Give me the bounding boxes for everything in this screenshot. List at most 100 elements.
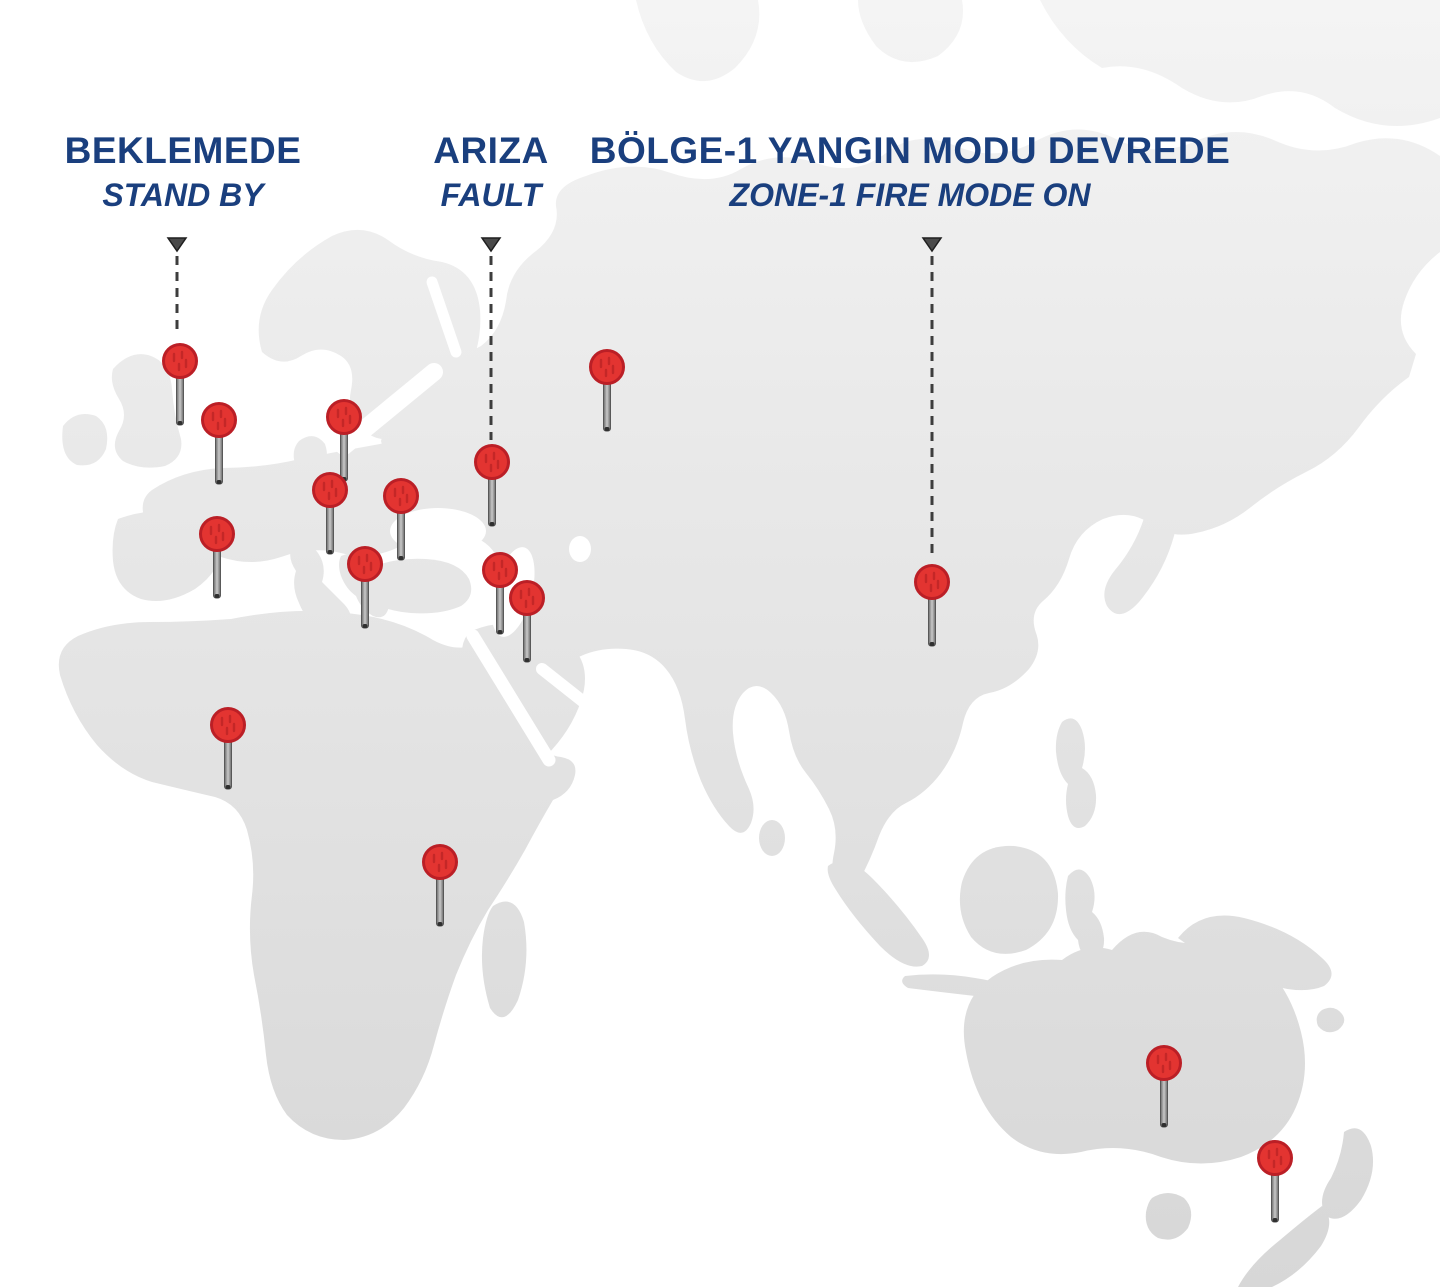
map-pin-central-europe[interactable] bbox=[312, 472, 348, 555]
pin-head bbox=[201, 402, 237, 438]
legend-standby: BEKLEMEDE STAND BY bbox=[65, 130, 302, 213]
pin-head-texture bbox=[336, 406, 352, 428]
map-pin-united-kingdom[interactable] bbox=[162, 343, 198, 426]
pin-stick-tip bbox=[524, 658, 530, 662]
pin-head bbox=[326, 399, 362, 435]
pin-head-texture bbox=[484, 451, 500, 473]
map-pin-east-africa[interactable] bbox=[422, 844, 458, 927]
legend-fault-title: ARIZA bbox=[433, 130, 549, 171]
pin-head bbox=[914, 564, 950, 600]
map-pin-black-sea[interactable] bbox=[383, 478, 419, 561]
pin-head-texture bbox=[211, 409, 227, 431]
pointer-triangle-icon bbox=[480, 237, 502, 253]
landmass-great-britain bbox=[111, 354, 182, 468]
landmass-madagascar bbox=[481, 901, 527, 1018]
map-pin-west-africa[interactable] bbox=[210, 707, 246, 790]
landmass-new-guinea bbox=[1178, 915, 1332, 991]
landmass-arctic-island-1 bbox=[636, 0, 760, 82]
legend-standby-title: BEKLEMEDE bbox=[64, 130, 302, 171]
landmass-sumatra bbox=[827, 861, 929, 967]
landmass-sri-lanka bbox=[759, 820, 785, 856]
map-pin-new-zealand[interactable] bbox=[1257, 1140, 1293, 1223]
pin-head-texture bbox=[357, 553, 373, 575]
map-pin-volga-russia[interactable] bbox=[474, 444, 510, 527]
landmass-arctic-northeast bbox=[1040, 0, 1440, 126]
pointer-triangle-icon bbox=[921, 237, 943, 253]
landmass-nz-north-island bbox=[1322, 1128, 1374, 1219]
map-pin-china[interactable] bbox=[914, 564, 950, 647]
legend-fault-subtitle: FAULT bbox=[440, 176, 542, 213]
pin-stick-tip bbox=[327, 550, 333, 554]
pin-stick-tip bbox=[214, 594, 220, 598]
pin-stick-tip bbox=[497, 630, 503, 634]
sea-black-sea bbox=[390, 508, 486, 554]
pin-head bbox=[383, 478, 419, 514]
pin-head-texture bbox=[393, 485, 409, 507]
map-pin-australia[interactable] bbox=[1146, 1045, 1182, 1128]
pin-stick-tip bbox=[929, 642, 935, 646]
pin-stick-tip bbox=[177, 421, 183, 425]
sea-baltic bbox=[335, 363, 443, 455]
pin-head bbox=[162, 343, 198, 379]
map-pin-turkey[interactable] bbox=[347, 546, 383, 629]
pin-head-texture bbox=[519, 587, 535, 609]
pin-stick-tip bbox=[604, 427, 610, 431]
pin-head bbox=[1146, 1045, 1182, 1081]
legend-zone1-fire-title: BÖLGE-1 YANGIN MODU DEVREDE bbox=[589, 130, 1231, 171]
pin-head bbox=[509, 580, 545, 616]
pin-head-texture bbox=[1267, 1147, 1283, 1169]
pin-head-texture bbox=[172, 350, 188, 372]
landmass-tasmania bbox=[1145, 1193, 1192, 1240]
pin-head bbox=[1257, 1140, 1293, 1176]
pin-stick-tip bbox=[1161, 1123, 1167, 1127]
pin-head bbox=[347, 546, 383, 582]
pin-head bbox=[199, 516, 235, 552]
landmass-ireland bbox=[62, 413, 108, 466]
landmass-arctic-island-2 bbox=[858, 0, 963, 63]
pin-stick-tip bbox=[216, 480, 222, 484]
landmass-australia bbox=[963, 931, 1305, 1164]
pin-head-texture bbox=[924, 571, 940, 593]
landmass-eurasia bbox=[381, 129, 1440, 894]
pin-head-texture bbox=[432, 851, 448, 873]
pin-head-texture bbox=[599, 356, 615, 378]
landmass-new-caledonia bbox=[1316, 1007, 1345, 1033]
map-pin-benelux[interactable] bbox=[201, 402, 237, 485]
pin-stick-tip bbox=[437, 922, 443, 926]
pointer-triangle-icon bbox=[166, 237, 188, 253]
map-pins bbox=[162, 343, 1293, 1223]
pin-head-texture bbox=[209, 523, 225, 545]
landmass-borneo bbox=[959, 845, 1059, 954]
map-pin-north-russia[interactable] bbox=[589, 349, 625, 432]
landmass-anatolia bbox=[360, 558, 472, 614]
map-pin-caspian[interactable] bbox=[482, 552, 518, 635]
pin-head bbox=[210, 707, 246, 743]
pin-stick-tip bbox=[489, 522, 495, 526]
pointer-zone1-fire bbox=[921, 237, 943, 556]
pin-head-texture bbox=[322, 479, 338, 501]
landmass-iberia bbox=[112, 511, 222, 602]
legend-standby-subtitle: STAND BY bbox=[102, 176, 264, 213]
pin-stick-tip bbox=[398, 556, 404, 560]
pin-head-texture bbox=[1156, 1052, 1172, 1074]
legend-pointers bbox=[166, 237, 943, 556]
pin-stick-tip bbox=[225, 785, 231, 789]
map-pin-baltic[interactable] bbox=[326, 399, 362, 482]
pin-head-texture bbox=[492, 559, 508, 581]
pin-head bbox=[482, 552, 518, 588]
landmass-japan bbox=[1104, 472, 1177, 615]
landmass-africa bbox=[58, 610, 576, 1140]
pin-head bbox=[312, 472, 348, 508]
sea-bothnia bbox=[426, 276, 462, 358]
legend-zone1-fire: BÖLGE-1 YANGIN MODU DEVREDE ZONE-1 FIRE … bbox=[590, 130, 1231, 213]
pin-head-texture bbox=[220, 714, 236, 736]
pointer-fault bbox=[480, 237, 502, 440]
sea-red-sea bbox=[466, 629, 556, 767]
legend-zone1-fire-subtitle: ZONE-1 FIRE MODE ON bbox=[729, 176, 1091, 213]
map-pin-spain[interactable] bbox=[199, 516, 235, 599]
pin-stick-tip bbox=[362, 624, 368, 628]
landmass-sakhalin bbox=[1264, 366, 1294, 467]
map-pin-persian-gulf[interactable] bbox=[509, 580, 545, 663]
